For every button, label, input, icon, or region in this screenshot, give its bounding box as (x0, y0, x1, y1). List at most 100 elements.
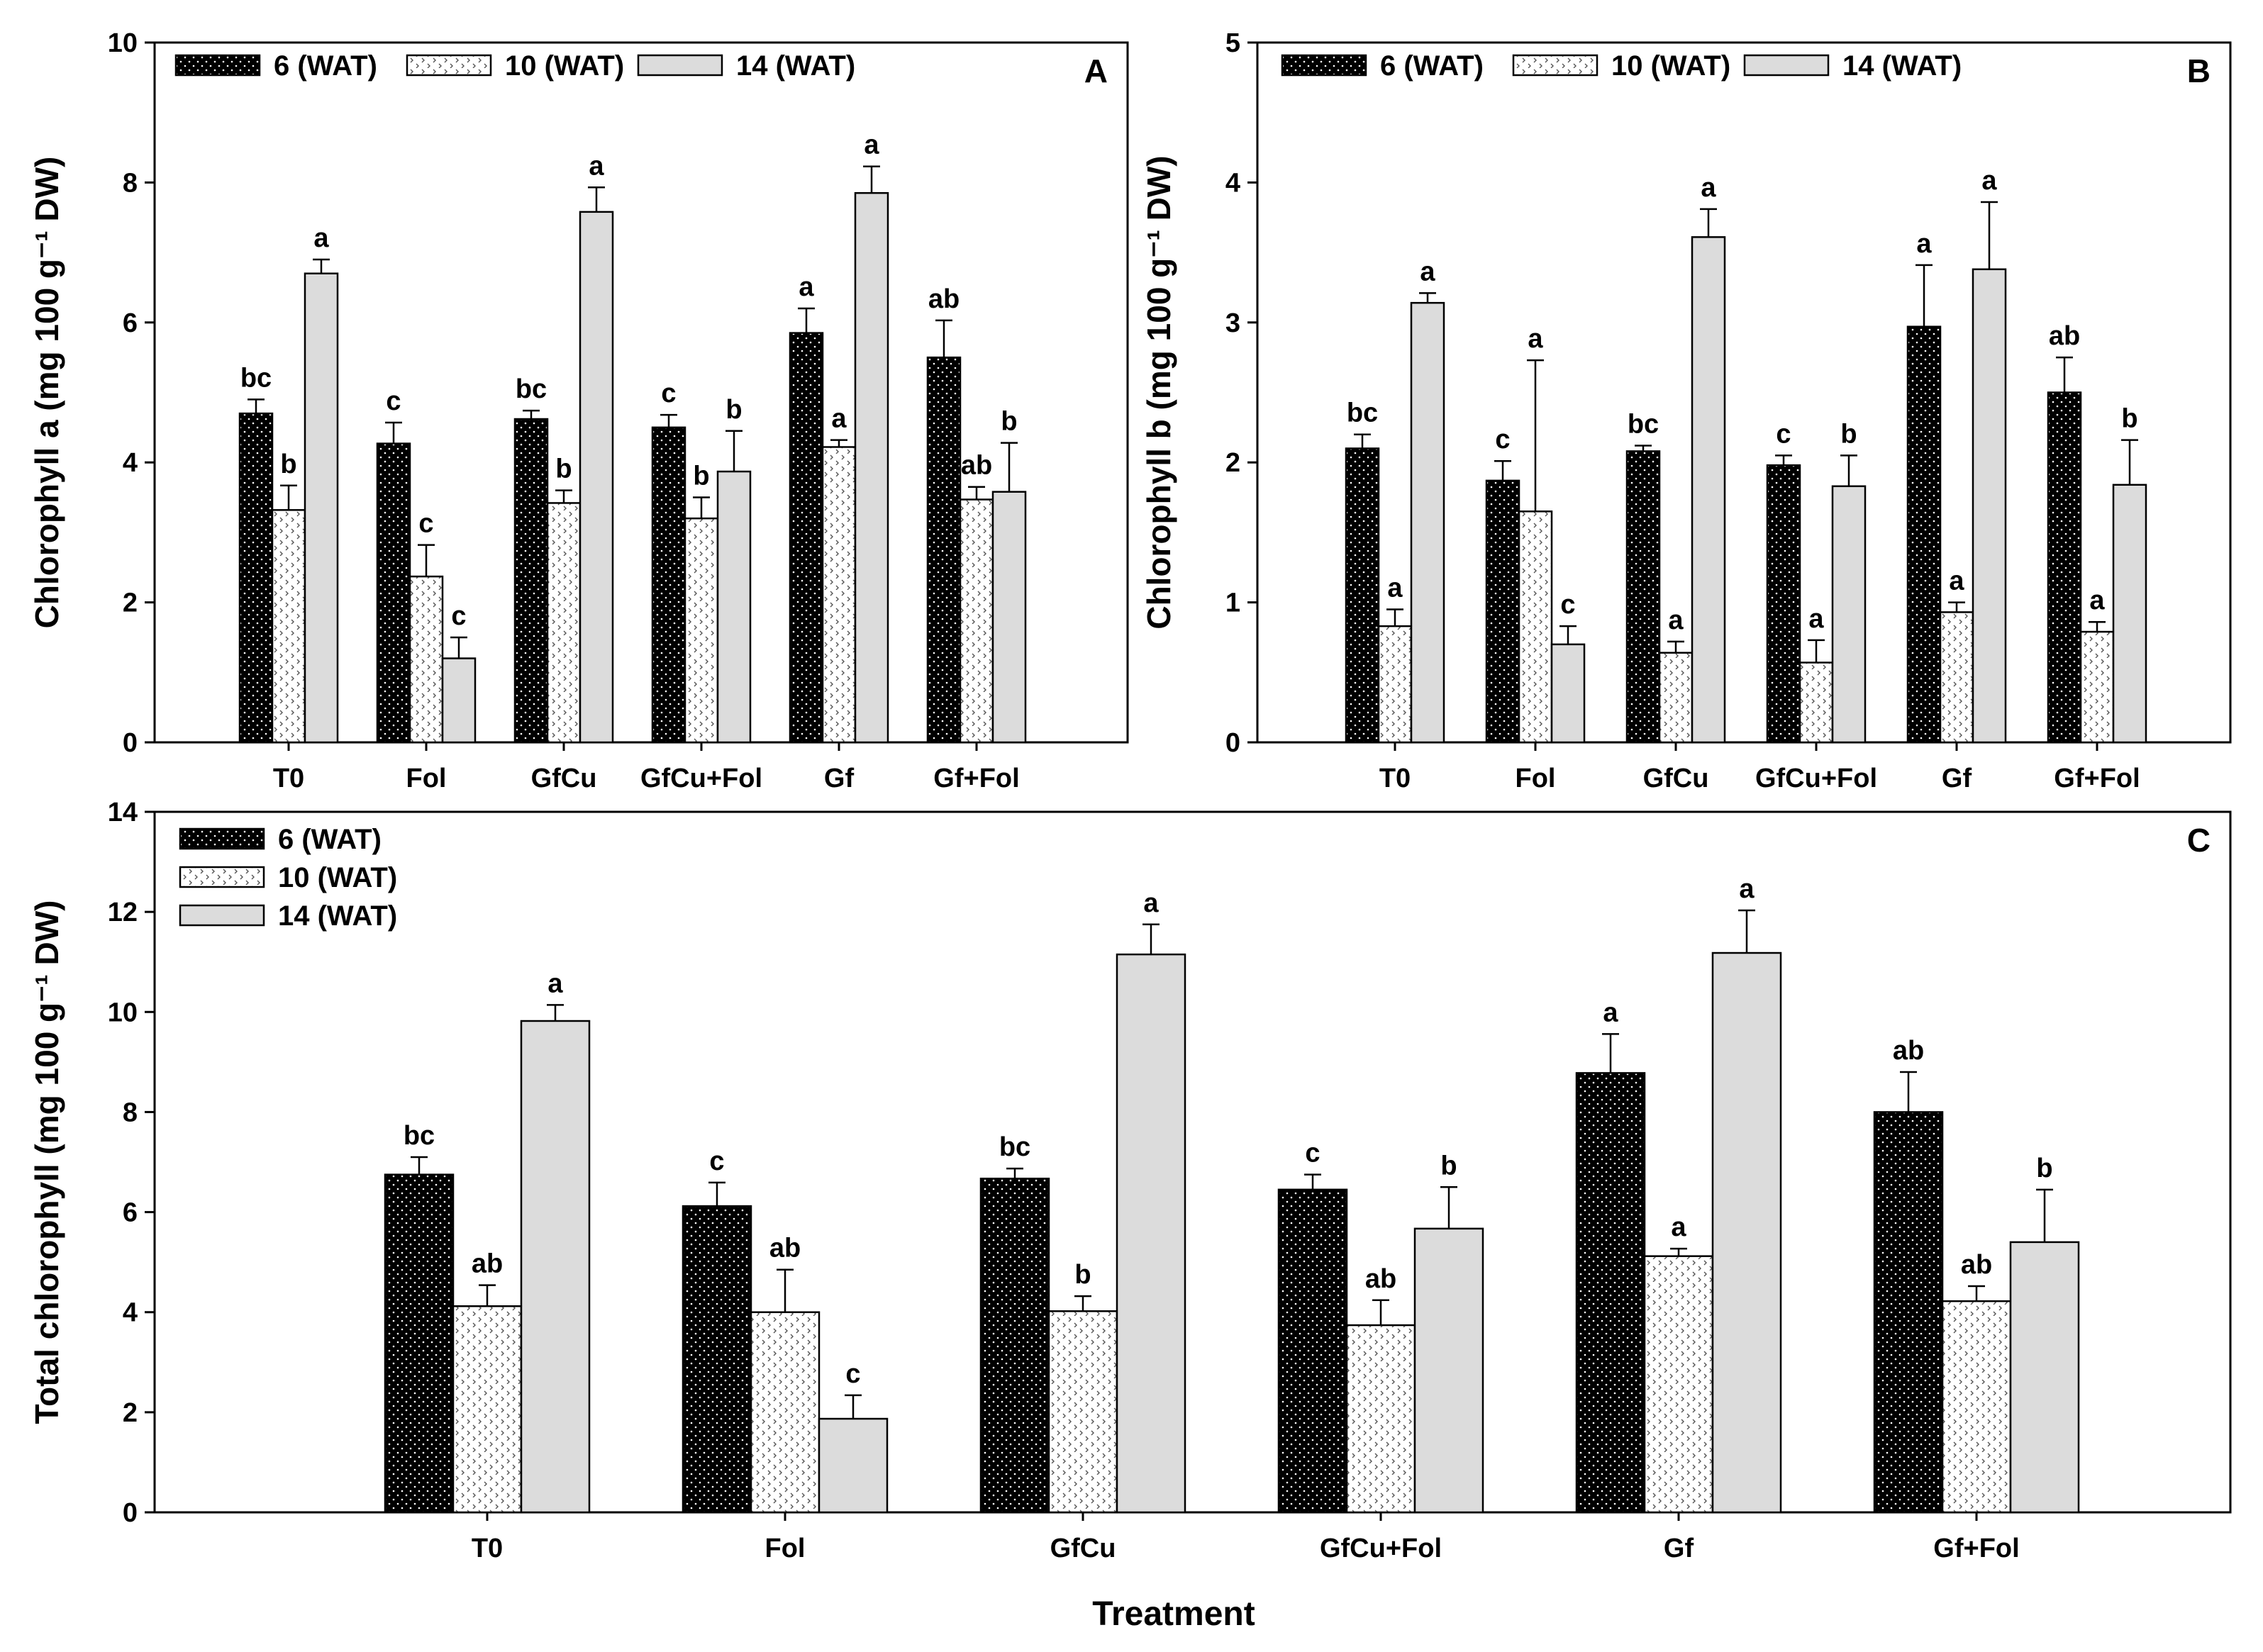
plot-frame (153, 41, 1129, 744)
significance-label: a (1739, 874, 1755, 904)
y-axis-label: Total chlorophyll (mg 100 g⁻¹ DW) (28, 900, 65, 1424)
significance-label: ab (928, 284, 960, 314)
significance-label: b (1074, 1260, 1091, 1290)
bar-a-fol-s2 (441, 657, 477, 744)
legend-swatch (179, 904, 265, 927)
significance-label: bc (516, 374, 547, 404)
significance-label: b (280, 450, 296, 479)
significance-label: a (1420, 257, 1435, 286)
significance-label: c (418, 509, 433, 539)
bar-c-gf-s2 (1711, 951, 1782, 1514)
significance-label: a (547, 969, 563, 998)
y-tick-label: 0 (123, 1498, 138, 1528)
legend-swatch (406, 54, 492, 77)
y-axis-label: Chlorophyll b (mg 100 g⁻¹ DW) (1140, 155, 1177, 629)
y-tick-label: 2 (123, 588, 138, 618)
bar-a-gf-s2 (854, 191, 889, 744)
y-tick-label: 4 (1225, 168, 1240, 198)
bar-a-fol-s0 (376, 442, 411, 744)
x-tick-label: Fol (406, 764, 447, 793)
significance-label: c (709, 1146, 724, 1176)
bar-a-gfcu-fol-s2 (716, 470, 752, 744)
y-tick-label: 8 (123, 168, 138, 198)
significance-label: b (2121, 404, 2137, 434)
significance-label: a (1671, 1212, 1686, 1242)
bar-b-gf-s2 (1972, 268, 2007, 744)
bar-c-gfcu-s1 (1047, 1310, 1118, 1514)
bar-c-fol-s1 (750, 1311, 821, 1514)
significance-label: b (555, 454, 572, 484)
bar-c-fol-s0 (682, 1205, 752, 1514)
bar-c-t0-s0 (384, 1173, 455, 1514)
y-tick-label: 6 (123, 1198, 138, 1228)
bar-b-gf-s0 (1906, 325, 1942, 744)
bar-c-gf-fol-s1 (1941, 1300, 2012, 1514)
bar-b-gfcu-s2 (1691, 236, 1726, 744)
bar-b-gfcu-s1 (1658, 652, 1694, 744)
bar-b-t0-s2 (1410, 301, 1445, 744)
x-tick-label: Gf+Fol (2054, 764, 2140, 793)
bar-c-t0-s1 (452, 1305, 523, 1514)
bar-a-gf-fol-s2 (991, 491, 1027, 744)
legend-swatch (179, 827, 265, 850)
significance-label: bc (404, 1121, 435, 1151)
bar-a-gfcu-s2 (579, 211, 614, 744)
panel-letter: C (2187, 822, 2211, 859)
panel-c-chart: 0 2 4 6 8 10 12 14 Total chlorophyll (mg 100 g⁻¹… (28, 798, 2232, 1563)
bar-a-gfcu-fol-s0 (651, 426, 686, 744)
legend-entry: 10 (WAT) (278, 862, 397, 893)
legend-entry: 14 (WAT) (278, 900, 397, 932)
bar-c-gf-s1 (1643, 1255, 1714, 1514)
bar-a-gfcu-s1 (546, 502, 582, 744)
significance-label: a (1528, 324, 1543, 354)
significance-label: a (831, 404, 847, 434)
y-tick-label: 0 (123, 728, 138, 758)
bar-b-t0-s0 (1345, 447, 1380, 744)
y-tick-label: 3 (1225, 308, 1240, 338)
x-tick-label: GfCu+Fol (640, 764, 762, 793)
bar-c-gfcu-s0 (979, 1178, 1050, 1514)
bar-a-t0-s2 (304, 272, 339, 744)
y-tick-label: 2 (1225, 448, 1240, 478)
y-tick-label: 14 (108, 798, 138, 827)
y-tick-label: 4 (123, 448, 138, 478)
x-tick-label: GfCu+Fol (1320, 1534, 1442, 1563)
y-tick-label: 6 (123, 308, 138, 338)
bar-b-gfcu-fol-s2 (1831, 485, 1867, 744)
legend-entry: 10 (WAT) (505, 50, 624, 82)
bar-a-gf-fol-s0 (926, 356, 962, 744)
bar-c-gf-s0 (1575, 1072, 1646, 1514)
significance-label: a (1387, 573, 1403, 603)
bar-b-gfcu-s0 (1625, 450, 1661, 744)
significance-label: a (799, 272, 814, 302)
significance-label: c (1776, 419, 1791, 449)
x-tick-label: Gf (824, 764, 855, 793)
significance-label: b (693, 462, 709, 491)
significance-label: a (1668, 605, 1684, 635)
significance-label: ab (961, 451, 992, 481)
bar-b-gf-fol-s2 (2112, 484, 2147, 744)
bar-c-gfcu-fol-s2 (1413, 1227, 1484, 1514)
legend-swatch (174, 54, 261, 77)
bar-c-fol-s2 (818, 1417, 889, 1514)
x-tick-label: GfCu (1643, 764, 1709, 793)
significance-label: a (1981, 166, 1997, 196)
significance-label: b (725, 395, 742, 425)
x-tick-label: GfCu (531, 764, 597, 793)
x-tick-label: T0 (273, 764, 304, 793)
bar-b-gf-s1 (1939, 611, 1974, 744)
x-tick-label: GfCu+Fol (1755, 764, 1877, 793)
y-tick-label: 2 (123, 1398, 138, 1428)
y-tick-label: 10 (108, 28, 138, 58)
bar-b-gfcu-fol-s0 (1766, 464, 1801, 744)
bar-b-fol-s2 (1550, 643, 1586, 744)
legend-swatch (1743, 54, 1830, 77)
significance-label: a (1701, 173, 1716, 203)
bar-b-t0-s1 (1377, 625, 1413, 744)
legend-swatch (637, 54, 723, 77)
bar-a-fol-s1 (408, 575, 444, 744)
bar-b-gf-fol-s0 (2047, 391, 2082, 744)
significance-label: a (864, 130, 879, 160)
